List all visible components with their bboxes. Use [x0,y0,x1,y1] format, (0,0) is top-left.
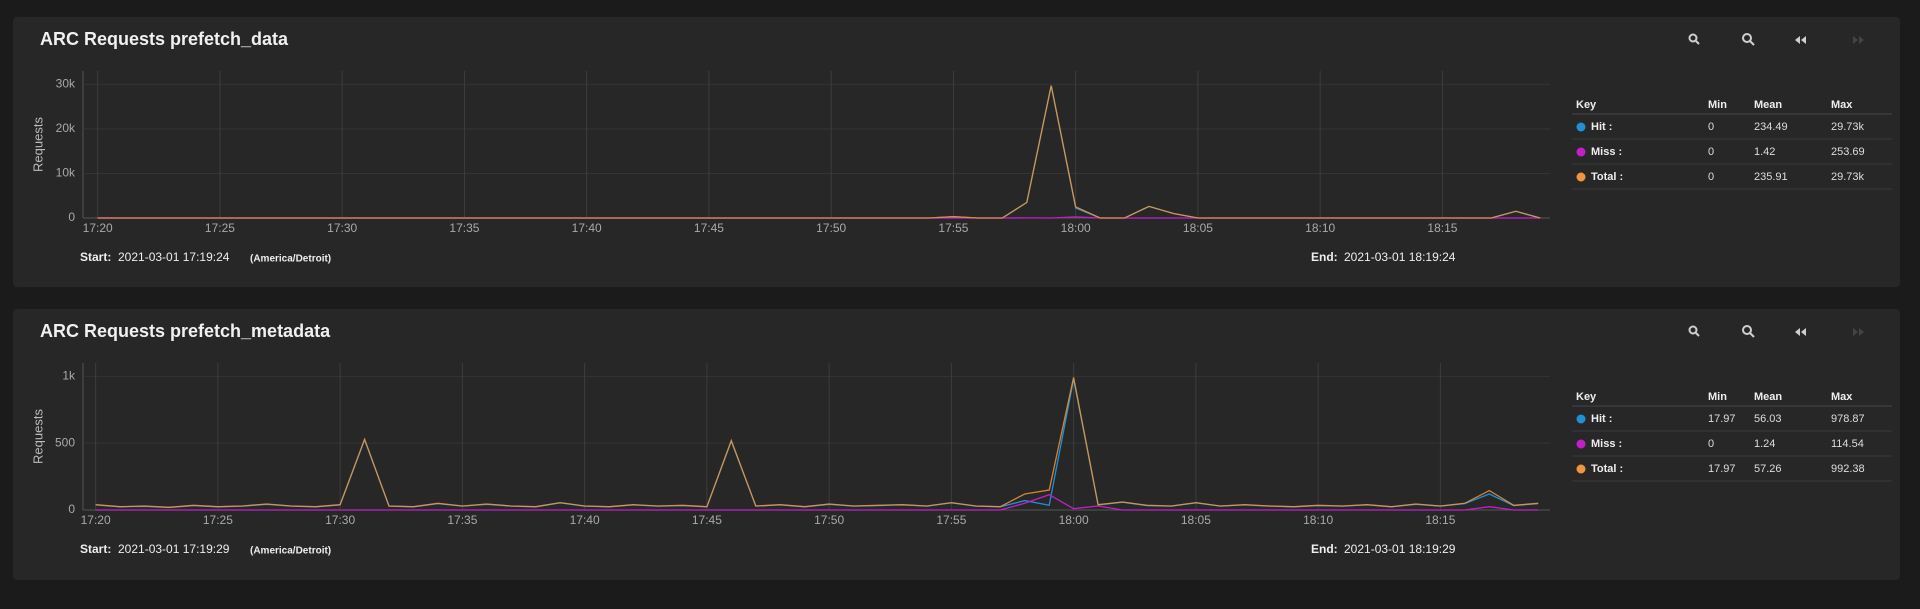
table-header: Mean [1754,391,1782,403]
legend-swatch [1576,172,1586,182]
back-button[interactable] [1795,36,1806,44]
x-tick-label: 18:05 [1183,221,1213,235]
y-tick-label: 1k [62,369,76,383]
legend-label: Hit : [1591,121,1612,133]
time-zone: (America/Detroit) [250,254,331,265]
y-axis-label: Requests [30,409,45,464]
legend-label: Hit : [1591,413,1612,425]
toolbar [1688,33,1864,338]
x-tick-label: 18:10 [1305,221,1335,235]
end-label: End: [1311,250,1338,264]
legend-label: Total : [1591,171,1623,183]
x-tick-label: 18:15 [1427,221,1457,235]
table-cell: 29.73k [1831,121,1865,133]
table-cell: 234.49 [1754,121,1788,133]
start-time: 2021-03-01 17:19:29 [118,542,230,556]
x-tick-label: 17:35 [449,221,479,235]
table-header: Min [1708,391,1727,403]
x-tick-label: 17:20 [83,221,113,235]
table-cell: 29.73k [1831,171,1865,183]
legend-swatch [1576,439,1586,449]
legend-label: Miss : [1591,438,1622,450]
x-tick-label: 18:10 [1303,513,1333,527]
legend-label: Miss : [1591,146,1622,158]
table-cell: 57.26 [1754,463,1782,475]
legend-swatch [1576,147,1586,157]
x-tick-label: 17:35 [447,513,477,527]
x-tick-label: 17:30 [327,221,357,235]
table-cell: 17.97 [1708,463,1736,475]
x-tick-label: 17:25 [205,221,235,235]
end-time: 2021-03-01 18:19:29 [1344,542,1456,556]
legend-label: Total : [1591,463,1623,475]
table-cell: 56.03 [1754,413,1782,425]
y-tick-label: 20k [56,121,76,135]
x-tick-label: 17:40 [570,513,600,527]
series-line [95,493,1539,511]
x-tick-label: 17:30 [325,513,355,527]
table-header: Key [1576,99,1597,111]
table-cell: 978.87 [1831,413,1865,425]
table-cell: 0 [1708,146,1714,158]
y-tick-label: 30k [56,77,76,91]
table-header: Max [1831,391,1853,403]
table-cell: 1.24 [1754,438,1775,450]
table-cell: 1.42 [1754,146,1775,158]
table-header: Max [1831,99,1853,111]
end-time: 2021-03-01 18:19:24 [1344,250,1456,264]
table-cell: 992.38 [1831,463,1865,475]
x-tick-label: 17:50 [814,513,844,527]
y-axis-label: Requests [30,117,45,172]
start-label: Start: [80,250,111,264]
table-cell: 253.69 [1831,146,1865,158]
forward-button[interactable] [1853,36,1864,44]
table-header: Mean [1754,99,1782,111]
y-tick-label: 10k [56,166,76,180]
table-cell: 17.97 [1708,413,1736,425]
series-line [97,85,1541,219]
y-tick-label: 500 [55,435,75,449]
table-cell: 0 [1708,438,1714,450]
x-tick-label: 17:45 [692,513,722,527]
legend-swatch [1576,414,1586,424]
zoom-in-button[interactable] [1742,33,1755,46]
x-tick-label: 18:00 [1059,513,1089,527]
x-tick-label: 17:55 [938,221,968,235]
table-cell: 0 [1708,121,1714,133]
x-tick-label: 17:55 [936,513,966,527]
x-tick-label: 17:50 [816,221,846,235]
zoom-in-button[interactable] [1742,325,1755,338]
forward-button[interactable] [1853,328,1864,336]
legend-swatch [1576,122,1586,132]
start-time: 2021-03-01 17:19:24 [118,250,230,264]
chart-title: ARC Requests prefetch_metadata [40,321,331,341]
x-tick-label: 18:15 [1425,513,1455,527]
x-tick-label: 18:05 [1181,513,1211,527]
end-label: End: [1311,542,1338,556]
x-tick-label: 17:40 [572,221,602,235]
table-cell: 0 [1708,171,1714,183]
start-label: Start: [80,542,111,556]
legend-swatch [1576,464,1586,474]
x-tick-label: 17:20 [81,513,111,527]
back-button[interactable] [1795,328,1806,336]
y-tick-label: 0 [68,210,75,224]
time-zone: (America/Detroit) [250,546,331,557]
table-cell: 235.91 [1754,171,1788,183]
chart-title: ARC Requests prefetch_data [40,29,289,49]
zoom-out-button[interactable] [1688,33,1700,45]
x-tick-label: 17:25 [203,513,233,527]
x-tick-label: 18:00 [1061,221,1091,235]
table-header: Min [1708,99,1727,111]
y-tick-label: 0 [68,502,75,516]
zoom-out-button[interactable] [1688,325,1700,337]
series-line [95,377,1539,508]
table-header: Key [1576,391,1597,403]
table-cell: 114.54 [1831,438,1864,450]
x-tick-label: 17:45 [694,221,724,235]
